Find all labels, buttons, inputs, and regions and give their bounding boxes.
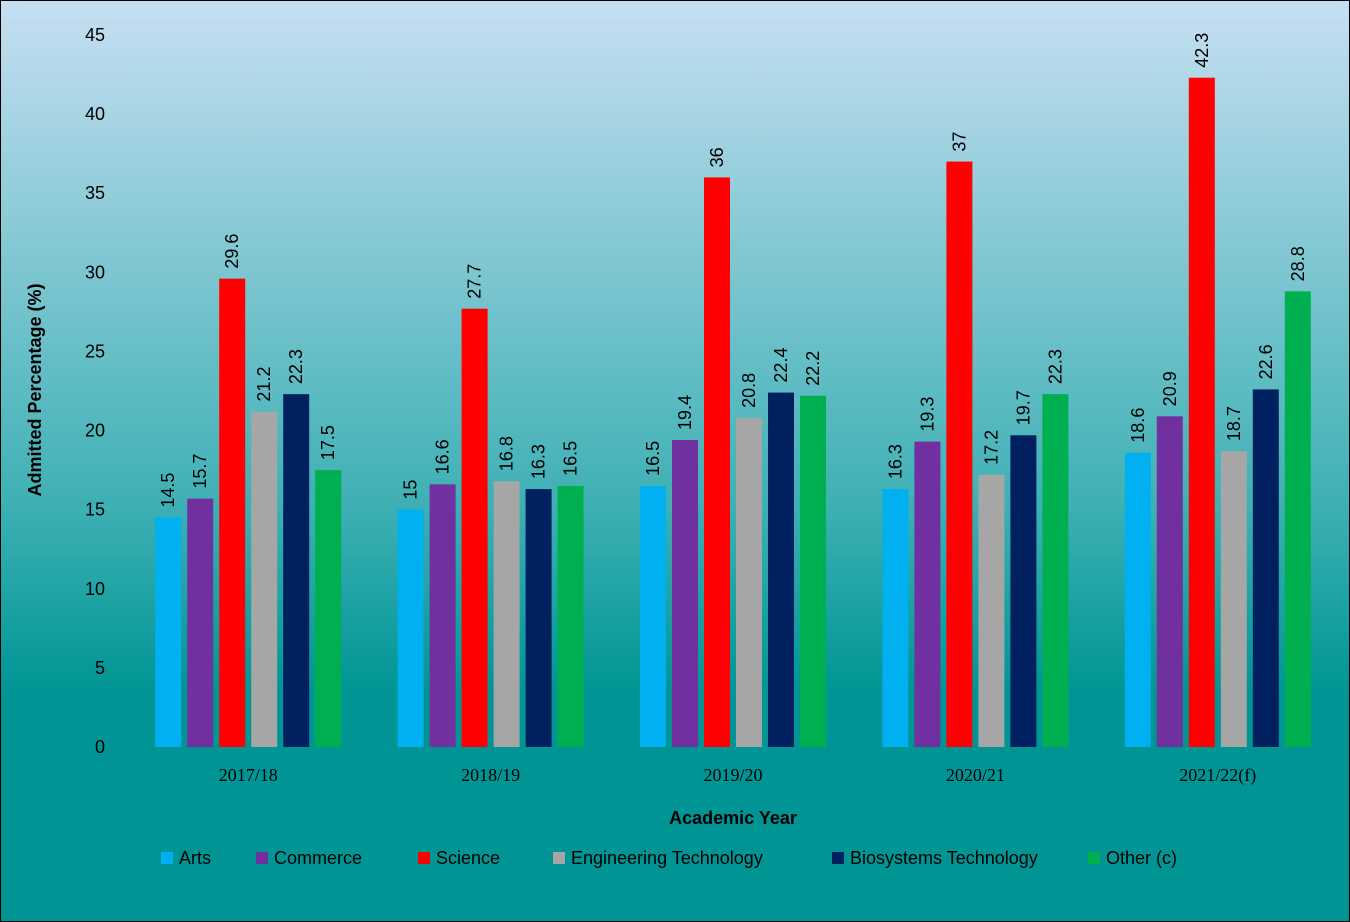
data-label: 22.6 — [1256, 344, 1276, 379]
data-label: 18.7 — [1224, 406, 1244, 441]
legend-swatch — [256, 852, 268, 864]
legend: Arts Commerce Science Engineering Technolog… — [161, 848, 1177, 868]
data-label: 16.5 — [643, 441, 663, 476]
bar-biosystems-technology-5 — [1252, 389, 1279, 747]
data-label: 20.9 — [1160, 371, 1180, 406]
bar-science-4 — [946, 161, 973, 748]
data-label: 16.6 — [433, 439, 453, 474]
bar-biosystems-technology-1 — [283, 394, 310, 747]
x-axis: 2017/18 2018/19 2019/20 2020/21 2021/22(f) — [219, 765, 1257, 786]
data-label: 29.6 — [222, 234, 242, 269]
bar-other-c-1 — [315, 470, 342, 747]
data-label: 42.3 — [1192, 33, 1212, 68]
data-labels: 14.5 15.7 29.6 21.2 22.3 17.5 15 16.6 27.7 16.8 16… — [158, 33, 1308, 508]
data-label: 16.8 — [497, 436, 517, 471]
x-tick-label: 2021/22(f) — [1179, 765, 1256, 786]
data-label: 19.7 — [1013, 390, 1033, 425]
x-tick-label: 2017/18 — [219, 765, 278, 785]
bar-other-c-5 — [1284, 291, 1311, 747]
bar-commerce-4 — [914, 441, 941, 747]
bar-engineering-technology-2 — [493, 481, 520, 747]
data-label: 16.3 — [529, 444, 549, 479]
bar-commerce-5 — [1156, 416, 1183, 747]
data-label: 19.3 — [917, 397, 937, 432]
bar-arts-5 — [1124, 452, 1151, 747]
bar-science-3 — [704, 177, 730, 747]
legend-swatch — [553, 852, 565, 864]
data-label: 22.2 — [803, 351, 823, 386]
data-label: 36 — [707, 147, 727, 167]
data-label: 18.6 — [1128, 408, 1148, 443]
data-label: 17.2 — [981, 430, 1001, 465]
legend-label: Arts — [179, 848, 211, 868]
data-label: 15 — [401, 480, 421, 500]
y-tick-label: 0 — [95, 737, 105, 757]
legend-label: Biosystems Technology — [850, 848, 1038, 868]
y-tick-label: 45 — [85, 25, 105, 45]
legend-label: Other (c) — [1106, 848, 1177, 868]
x-tick-label: 2018/19 — [461, 765, 520, 785]
data-label: 14.5 — [158, 473, 178, 508]
legend-swatch — [1088, 852, 1100, 864]
legend-swatch — [832, 852, 844, 864]
bar-other-c-2 — [557, 485, 584, 747]
data-label: 17.5 — [318, 425, 338, 460]
bar-science-2 — [461, 308, 488, 747]
y-tick-label: 35 — [85, 183, 105, 203]
legend-label: Engineering Technology — [571, 848, 763, 868]
x-tick-label: 2019/20 — [703, 765, 762, 785]
bar-arts-4 — [882, 489, 909, 747]
bar-biosystems-technology-3 — [768, 392, 794, 747]
y-axis: 0 5 10 15 20 25 30 35 40 45 — [85, 25, 105, 757]
data-label: 16.3 — [885, 444, 905, 479]
data-label: 22.4 — [771, 348, 791, 383]
data-label: 37 — [949, 132, 969, 152]
bar-other-c-3 — [800, 395, 826, 747]
y-tick-label: 25 — [85, 341, 105, 361]
y-tick-label: 10 — [85, 579, 105, 599]
bar-science-5 — [1188, 77, 1215, 748]
data-label: 15.7 — [190, 454, 210, 489]
bar-engineering-technology-3 — [736, 417, 762, 747]
bar-engineering-technology-1 — [251, 411, 278, 747]
y-tick-label: 20 — [85, 421, 105, 441]
legend-swatch — [418, 852, 430, 864]
bar-arts-3 — [640, 485, 666, 747]
x-axis-title: Academic Year — [669, 808, 797, 828]
bar-engineering-technology-4 — [978, 474, 1005, 747]
data-label: 22.3 — [286, 349, 306, 384]
data-label: 16.5 — [561, 441, 581, 476]
legend-swatch — [161, 852, 173, 864]
bar-engineering-technology-5 — [1220, 451, 1247, 747]
bar-science-1 — [219, 278, 246, 747]
data-label: 21.2 — [254, 367, 274, 402]
y-axis-title: Admitted Percentage (%) — [25, 283, 45, 496]
legend-label: Commerce — [274, 848, 362, 868]
data-label: 19.4 — [675, 395, 695, 430]
bar-other-c-4 — [1042, 394, 1069, 747]
bars — [155, 77, 1311, 748]
y-tick-label: 30 — [85, 262, 105, 282]
data-label: 20.8 — [739, 373, 759, 408]
data-label: 22.3 — [1045, 349, 1065, 384]
bar-arts-1 — [155, 517, 182, 747]
bar-commerce-3 — [672, 440, 698, 747]
bar-biosystems-technology-2 — [525, 489, 552, 747]
y-tick-label: 5 — [95, 658, 105, 678]
x-tick-label: 2020/21 — [946, 765, 1005, 785]
y-tick-label: 15 — [85, 500, 105, 520]
data-label: 28.8 — [1288, 246, 1308, 281]
legend-label: Science — [436, 848, 500, 868]
bar-commerce-2 — [429, 484, 456, 747]
bar-arts-2 — [397, 509, 424, 747]
bar-biosystems-technology-4 — [1010, 435, 1037, 747]
data-label: 27.7 — [465, 264, 485, 299]
y-tick-label: 40 — [85, 104, 105, 124]
bar-commerce-1 — [187, 498, 214, 747]
